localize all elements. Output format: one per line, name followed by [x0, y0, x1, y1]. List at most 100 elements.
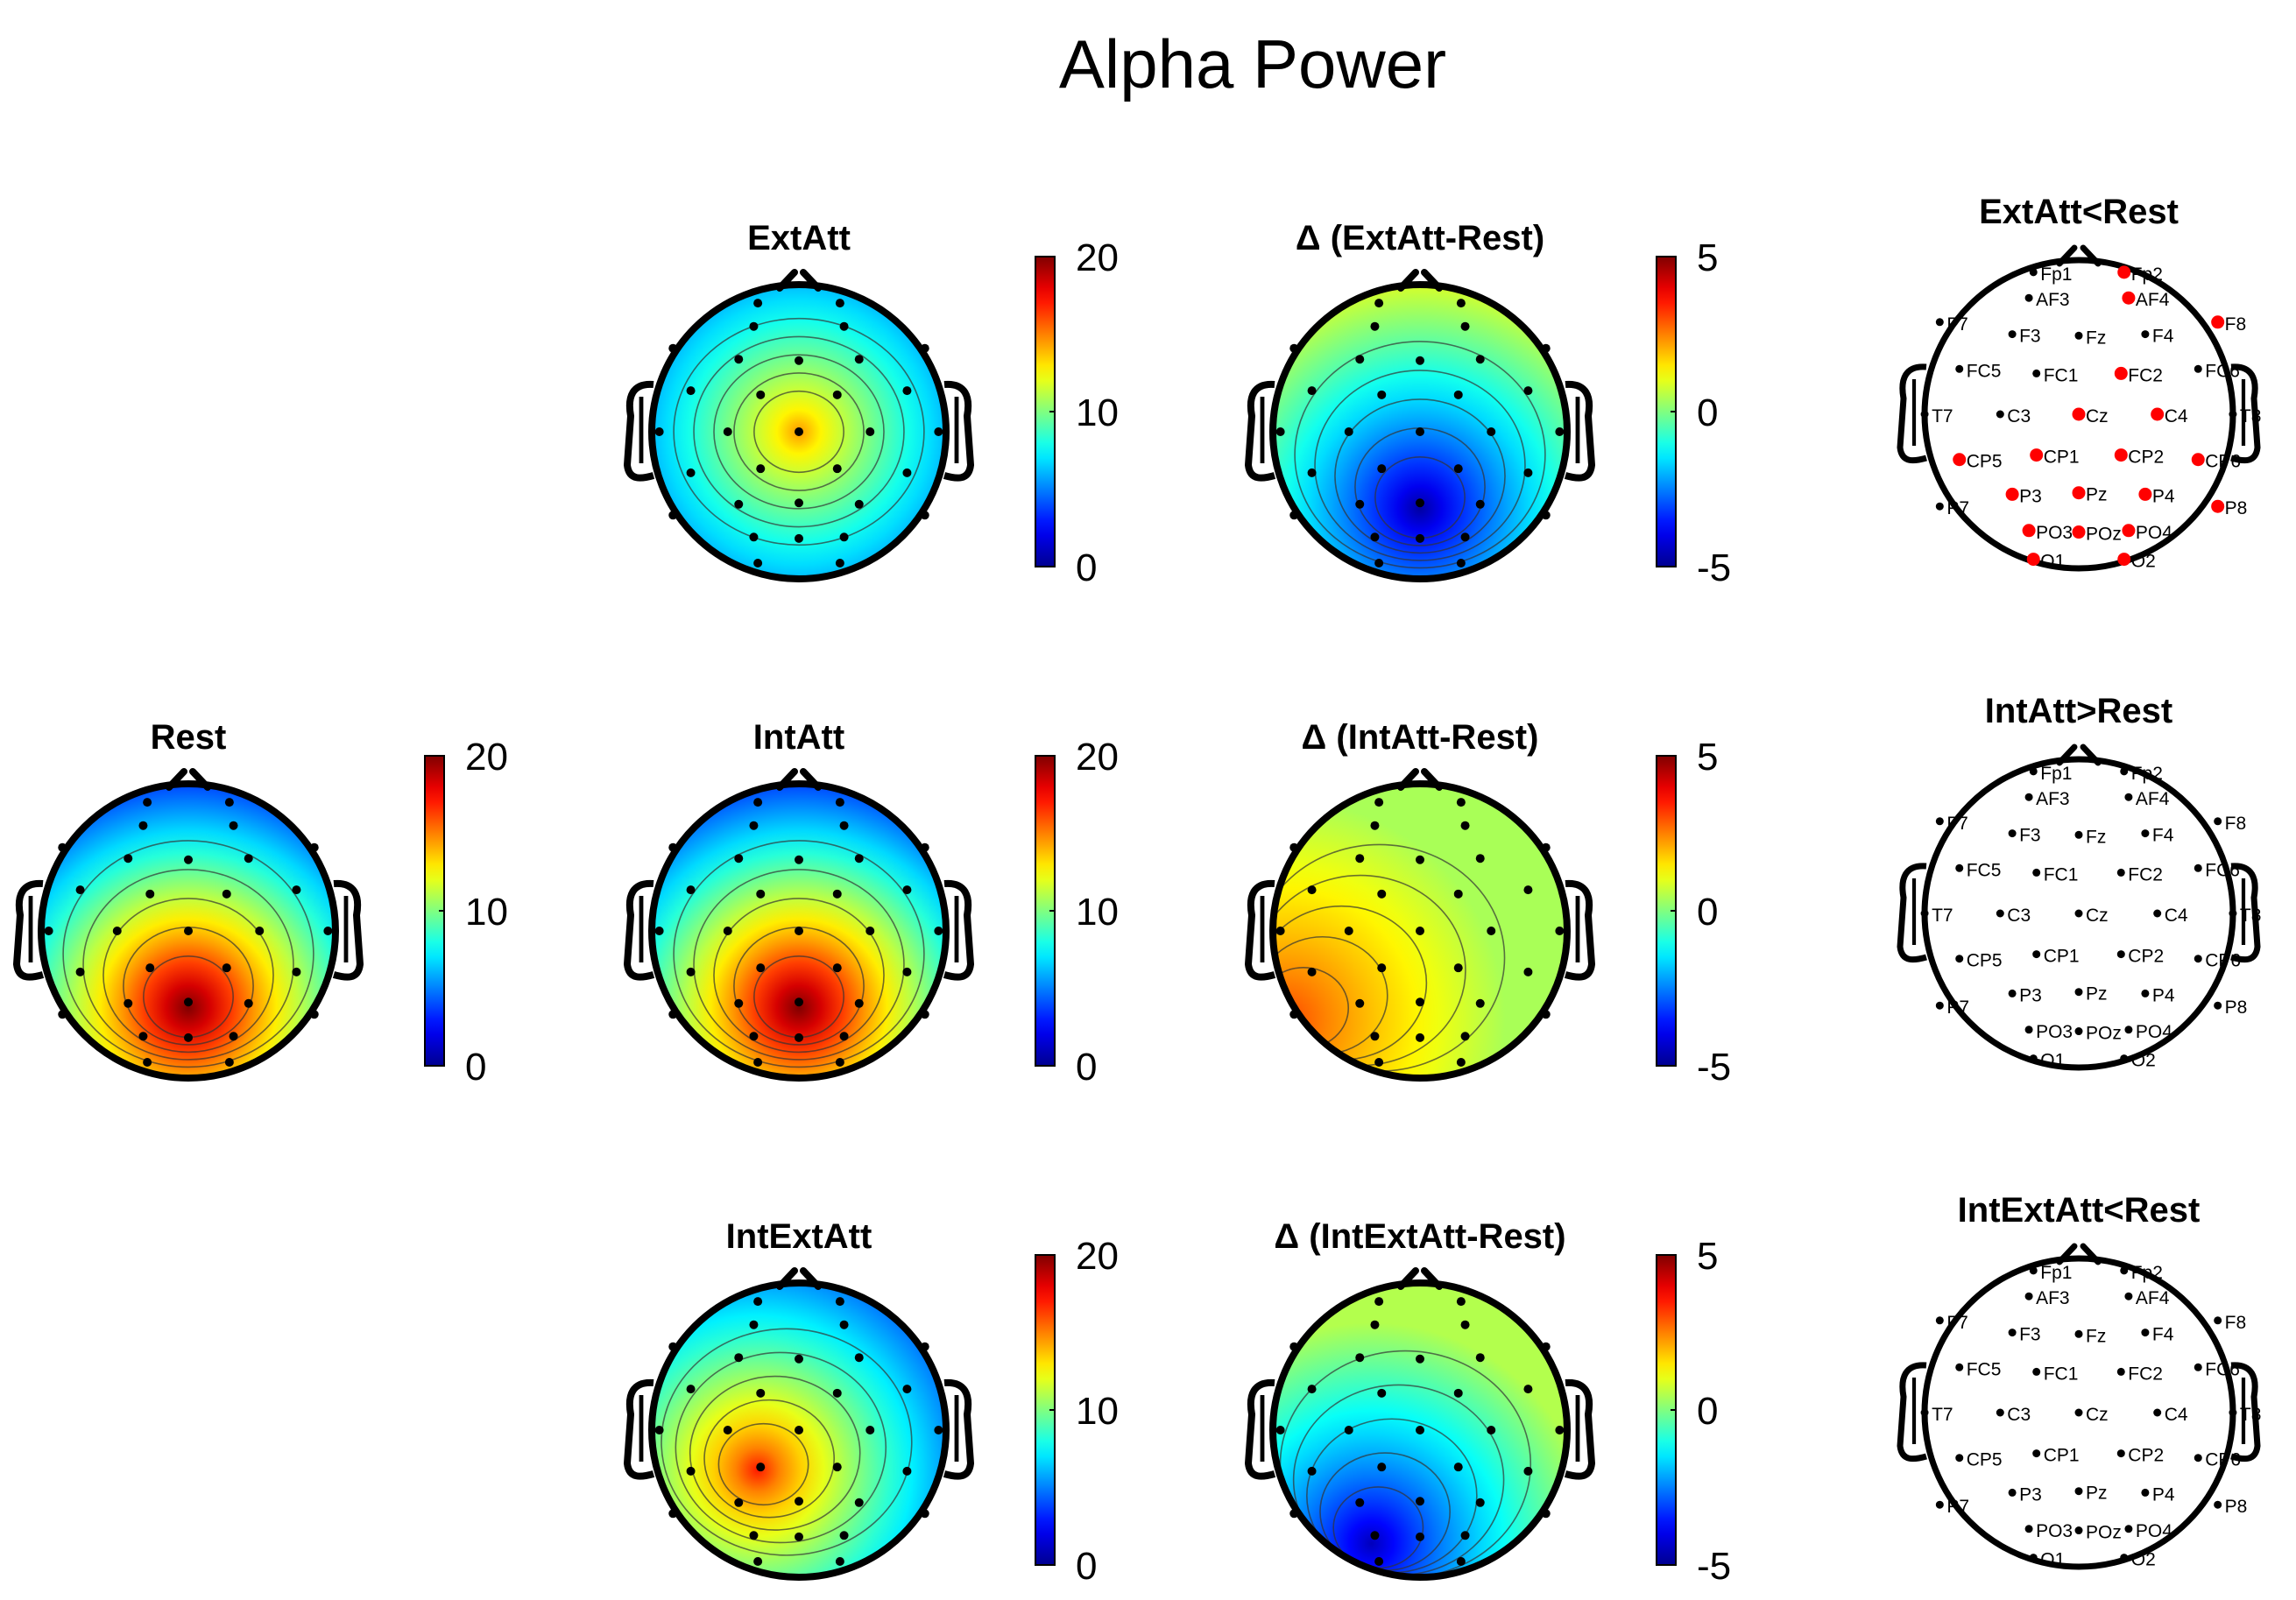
electrode-dot [2124, 1525, 2133, 1533]
electrode-dot [2124, 793, 2133, 801]
contour-line [661, 1328, 913, 1556]
electrode-dot [1460, 532, 1470, 542]
electrode-dot [2024, 1292, 2033, 1300]
electrode-dot [2120, 1054, 2129, 1063]
electrode-dot [934, 427, 943, 436]
contour-line [1334, 398, 1506, 554]
electrode-dot [1377, 390, 1387, 399]
electrode-dot [795, 1426, 803, 1434]
electrode-dot [1344, 927, 1353, 935]
electrode-dot [145, 963, 155, 973]
electrode-dot [686, 885, 696, 895]
electrode-label: P7 [1946, 997, 1969, 1018]
electrode-label: AF4 [2136, 789, 2170, 809]
electrode-dot [2024, 793, 2033, 801]
electrode-dot [854, 1353, 864, 1363]
electrode-label: P4 [2152, 486, 2175, 506]
topomap-intextatt-rest: Δ (IntExtAtt-Rest) -5 0 5 [1244, 1217, 1731, 1588]
contour-line [82, 869, 294, 1061]
electrode-dot [1374, 558, 1384, 567]
electrode-dot [1996, 1408, 2004, 1417]
electrode-dot [839, 1320, 849, 1329]
electrode-dot [1370, 321, 1380, 331]
electrode-dot [654, 927, 664, 935]
electrode-label: T7 [1932, 906, 1953, 926]
electrode-dot [1460, 821, 1470, 830]
colorbar-tick-label: -5 [1697, 546, 1731, 589]
electrode-label: F8 [2225, 1313, 2247, 1333]
contour-line [675, 1351, 887, 1544]
electrode-dot [1275, 927, 1285, 935]
electrode-dot [2024, 293, 2033, 302]
significance-map-title: ExtAtt<Rest [1979, 193, 2179, 231]
electrode-dot [184, 855, 193, 864]
electrode-dot [2074, 1487, 2083, 1496]
electrode-dot [143, 798, 152, 807]
electrode-dot [753, 1057, 763, 1067]
electrode-dot [854, 854, 864, 863]
electrode-dot [902, 967, 912, 976]
electrode-label: CP1 [2044, 1446, 2080, 1466]
electrode-dot [749, 321, 759, 331]
electrode-dot [184, 927, 193, 935]
electrode-dot [734, 854, 744, 863]
electrode-dot [2141, 989, 2150, 997]
electrode-dot [2029, 268, 2038, 277]
colorbar-tick-label: 5 [1697, 236, 1718, 279]
electrode-dot [749, 1531, 759, 1540]
electrode-dot [2141, 829, 2150, 838]
electrode-dot [2032, 868, 2041, 877]
electrode-label: FC5 [1967, 1359, 2002, 1379]
electrode-dot [1370, 1531, 1380, 1540]
electrode-dot [2008, 829, 2017, 838]
electrode-label: CP2 [2128, 1446, 2164, 1466]
electrode-label: CP1 [2044, 947, 2080, 967]
significance-map-title: IntExtAtt<Rest [1958, 1191, 2201, 1230]
head-outline [1269, 281, 1571, 582]
electrode-dot [2194, 863, 2202, 872]
electrode-dot [1416, 356, 1424, 365]
electrode-dot [1475, 998, 1485, 1008]
electrode-dot [1955, 1363, 1964, 1371]
electrode-dot [1523, 1466, 1533, 1476]
electrode-label: O2 [2131, 552, 2156, 572]
electrode-dot [1374, 299, 1384, 308]
electrode-dot [756, 1463, 766, 1472]
electrode-dot [1460, 1320, 1470, 1329]
electrode-dot [1555, 927, 1565, 935]
electrode-dot [839, 321, 849, 331]
colorbar-tick-label: 0 [1697, 1390, 1718, 1433]
electrode-dot [2194, 1363, 2202, 1371]
electrode-dot [1453, 889, 1463, 899]
contour-line [102, 898, 274, 1054]
electrode-dot [2029, 1554, 2038, 1562]
electrode-label: FC1 [2044, 864, 2079, 885]
electrode-dot [2214, 817, 2222, 826]
electrode-dot [795, 1033, 803, 1042]
electrode-label: P3 [2019, 1484, 2042, 1505]
electrode-dot [832, 963, 842, 973]
electrode-label: FC2 [2128, 365, 2163, 385]
electrode-dot [2141, 1488, 2150, 1497]
electrode-label: F3 [2019, 1325, 2041, 1345]
electrode-dot [244, 998, 253, 1008]
electrode-dot [2214, 1500, 2222, 1509]
electrode-dot [753, 798, 763, 807]
electrode-dot [753, 558, 763, 567]
electrode-dot [1307, 1466, 1317, 1476]
topomap-title: Δ (IntExtAtt-Rest) [1274, 1217, 1565, 1256]
electrode-dot [756, 963, 766, 973]
electrode-dot [1416, 1426, 1424, 1434]
electrode-dot [795, 427, 803, 436]
electrode-dot [2141, 1329, 2150, 1337]
electrode-label: Cz [2086, 406, 2109, 426]
electrode-dot [2122, 291, 2136, 305]
electrode-dot [795, 927, 803, 935]
electrode-dot [1355, 1353, 1365, 1363]
electrode-dot [1996, 909, 2004, 918]
electrode-dot [1374, 1556, 1384, 1566]
electrode-dot [75, 967, 85, 976]
electrode-dot [1460, 1032, 1470, 1041]
electrode-label: CP2 [2128, 947, 2164, 967]
contour-line [713, 354, 885, 510]
